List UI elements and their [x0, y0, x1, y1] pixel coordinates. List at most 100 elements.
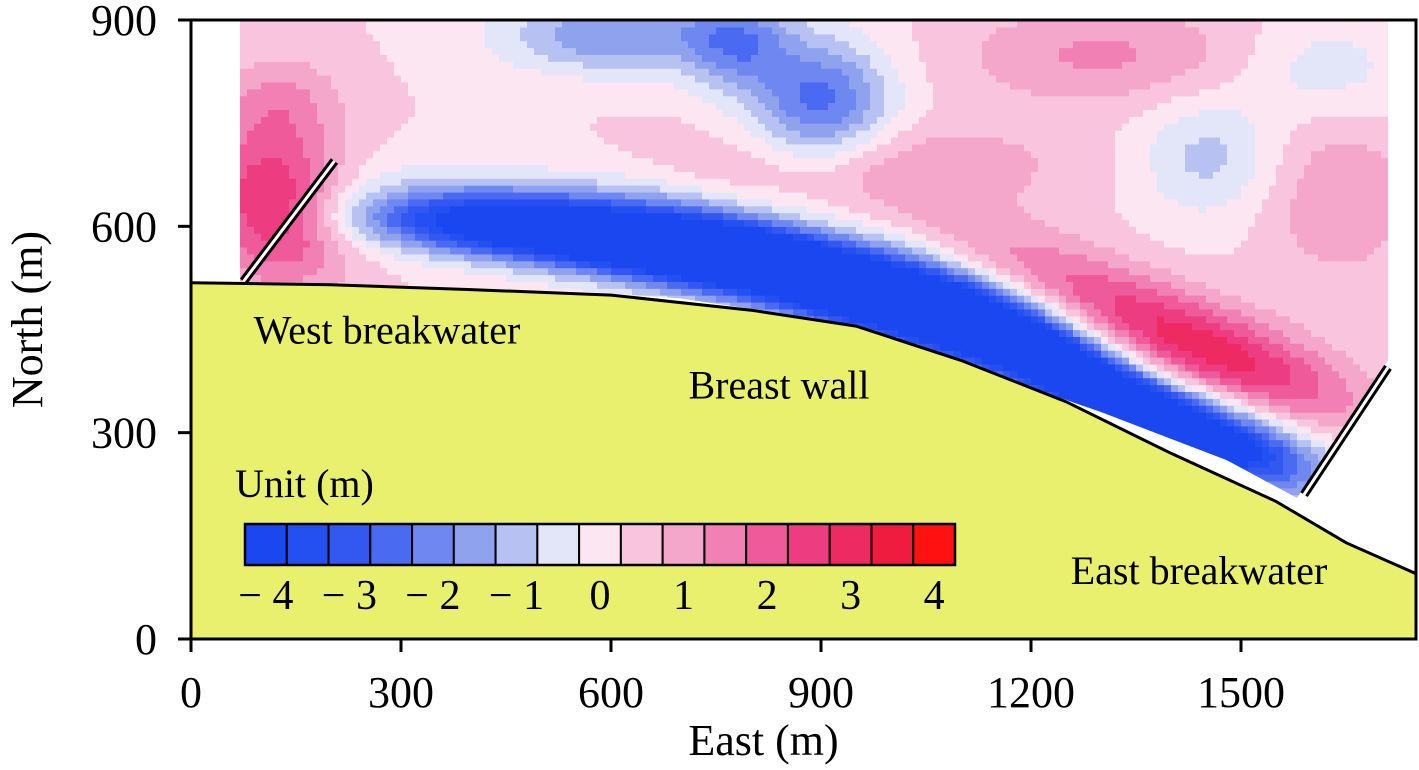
heatmap-cell: [387, 40, 395, 49]
heatmap-cell: [212, 144, 220, 151]
heatmap-cell: [394, 102, 402, 111]
heatmap-cell: [450, 81, 458, 90]
heatmap-cell: [499, 164, 507, 172]
heatmap-cell: [359, 47, 367, 55]
heatmap-cell: [275, 61, 283, 69]
heatmap-cell: [499, 219, 507, 227]
heatmap-cell: [205, 82, 213, 89]
heatmap-cell: [555, 136, 563, 145]
heatmap-cell: [282, 157, 290, 166]
heatmap-cell: [443, 267, 451, 276]
heatmap-cell: [324, 61, 332, 69]
heatmap-cell: [492, 171, 500, 179]
heatmap-cell: [569, 253, 577, 262]
heatmap-cell: [373, 102, 381, 111]
heatmap-cell: [373, 185, 381, 193]
heatmap-cell: [275, 102, 283, 111]
heatmap-cell: [317, 274, 325, 282]
heatmap-cell: [541, 226, 549, 234]
heatmap-cell: [457, 191, 465, 200]
heatmap-cell: [506, 68, 514, 76]
heatmap-cell: [240, 274, 241, 282]
heatmap-cell: [415, 20, 423, 28]
heatmap-cell: [513, 81, 521, 90]
heatmap-cell: [555, 40, 563, 49]
heatmap-cell: [310, 150, 318, 159]
heatmap-cell: [457, 212, 465, 221]
heatmap-cell: [240, 240, 241, 248]
heatmap-cell: [387, 157, 395, 166]
heatmap-cell: [541, 267, 549, 276]
heatmap-cell: [212, 247, 220, 254]
heatmap-cell: [478, 198, 486, 207]
heatmap-cell: [254, 20, 262, 28]
heatmap-cell: [240, 157, 241, 166]
heatmap-cell: [401, 75, 409, 83]
heatmap-cell: [485, 54, 493, 62]
heatmap-cell: [226, 82, 234, 89]
heatmap-cell: [240, 40, 248, 49]
heatmap-cell: [541, 109, 549, 117]
heatmap-cell: [366, 171, 374, 179]
heatmap-cell: [408, 164, 416, 172]
heatmap-cell: [261, 40, 269, 49]
heatmap-cell: [485, 68, 493, 76]
heatmap-cell: [450, 75, 458, 83]
heatmap-cell: [387, 75, 395, 83]
heatmap-cell: [401, 274, 409, 282]
heatmap-cell: [254, 150, 262, 159]
heatmap-cell: [331, 54, 339, 62]
heatmap-cell: [562, 81, 570, 90]
heatmap-cell: [541, 143, 549, 152]
heatmap-cell: [408, 171, 416, 179]
heatmap-cell: [240, 95, 241, 104]
heatmap-cell: [359, 191, 367, 200]
heatmap-cell: [310, 68, 318, 76]
heatmap-cell: [478, 88, 486, 97]
heatmap-cell: [226, 144, 234, 151]
heatmap-cell: [352, 102, 360, 111]
heatmap-cell: [289, 33, 297, 42]
heatmap-cell: [429, 205, 437, 214]
heatmap-cell: [317, 157, 325, 166]
heatmap-cell: [457, 233, 465, 241]
heatmap-cell: [450, 68, 458, 76]
heatmap-cell: [415, 157, 423, 166]
heatmap-cell: [226, 240, 234, 247]
heatmap-cell: [310, 20, 318, 28]
heatmap-cell: [366, 260, 374, 269]
heatmap-cell: [513, 102, 521, 111]
heatmap-cell: [562, 40, 570, 49]
heatmap-cell: [387, 219, 395, 227]
heatmap-cell: [317, 54, 325, 62]
heatmap-cell: [296, 226, 304, 234]
heatmap-cell: [226, 158, 234, 165]
heatmap-cell: [401, 212, 409, 221]
heatmap-cell: [282, 47, 290, 55]
heatmap-cell: [352, 54, 360, 62]
heatmap-cell: [534, 109, 542, 117]
heatmap-cell: [408, 116, 416, 124]
heatmap-cell: [499, 205, 507, 214]
heatmap-cell: [324, 150, 332, 159]
heatmap-cell: [373, 171, 381, 179]
heatmap-cell: [268, 40, 276, 49]
heatmap-cell: [562, 178, 570, 186]
heatmap-cell: [261, 226, 269, 234]
heatmap-cell: [380, 88, 388, 97]
heatmap-cell: [450, 171, 458, 179]
heatmap-cell: [380, 274, 388, 282]
heatmap-cell: [338, 171, 346, 179]
heatmap-cell: [352, 219, 360, 227]
heatmap-cell: [506, 164, 514, 172]
heatmap-cell: [324, 123, 332, 131]
heatmap-cell: [345, 143, 353, 152]
heatmap-cell: [478, 54, 486, 62]
heatmap-cell: [219, 254, 227, 261]
heatmap-cell: [359, 253, 367, 262]
heatmap-cell: [317, 253, 325, 262]
heatmap-cell: [268, 164, 276, 172]
heatmap-cell: [387, 20, 395, 28]
heatmap-cell: [205, 213, 213, 220]
heatmap-cell: [443, 95, 451, 104]
